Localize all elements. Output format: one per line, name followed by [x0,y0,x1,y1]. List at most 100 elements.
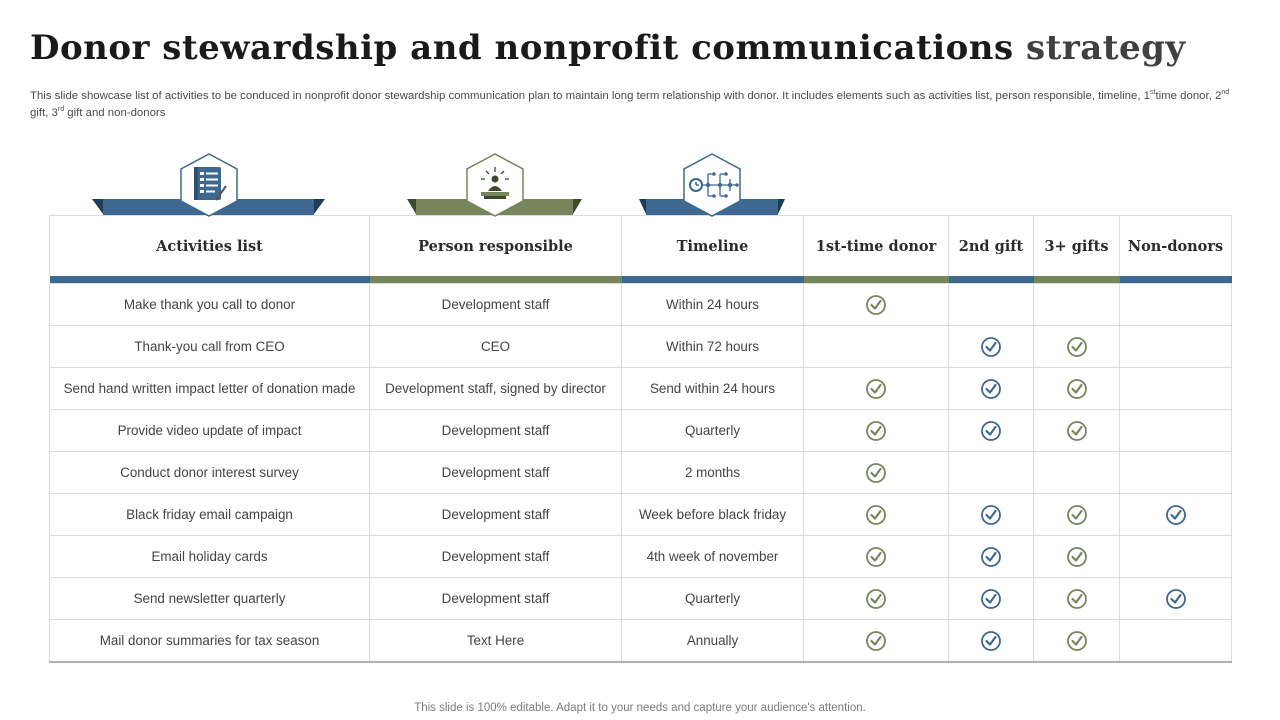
check-icon [1066,588,1088,609]
three-plus-cell [1033,283,1120,326]
timeline-cell: Quarterly [621,409,804,452]
second-gift-cell [948,367,1034,410]
subtitle-part-3: gift, 3 [30,106,58,119]
person-cell: Development staff, signed by director [369,367,622,410]
timeline-cell: Within 72 hours [621,325,804,368]
subtitle-sup-3: rd [57,105,65,113]
check-icon [865,462,887,483]
non-donors-cell [1119,367,1232,410]
footer-note: This slide is 100% editable. Adapt it to… [414,702,866,714]
first-time-cell [803,493,949,536]
timeline-cell: Week before black friday [621,493,804,536]
check-icon [865,420,887,441]
subtitle-sup-1: st [1150,89,1156,96]
activity-cell: Make thank you call to donor [49,283,370,326]
check-icon [865,546,887,567]
col-timeline: Timeline [621,215,804,276]
check-icon [980,588,1002,609]
check-icon [1066,378,1088,399]
person-cell: Development staff [369,451,622,494]
first-time-cell [803,325,949,368]
check-icon [1165,504,1187,525]
second-gift-cell [948,493,1034,536]
timeline-icon [681,152,743,218]
check-icon [1066,420,1088,441]
check-icon [980,420,1002,441]
three-plus-cell [1033,493,1120,536]
header-bar-5 [1033,276,1120,284]
person-cell: CEO [369,325,622,368]
first-time-cell [803,283,949,326]
check-icon [865,294,887,315]
first-time-cell [803,577,949,620]
activity-cell: Email holiday cards [49,535,370,578]
person-cell: Text Here [369,619,622,663]
header-bar-0 [49,276,370,284]
timeline-cell: 2 months [621,451,804,494]
check-icon [980,630,1002,651]
activity-cell: Send newsletter quarterly [49,577,370,620]
header-bar-4 [948,276,1034,284]
non-donors-cell [1119,451,1232,494]
activity-cell: Black friday email campaign [49,493,370,536]
three-plus-cell [1033,451,1120,494]
subtitle-sup-2: nd [1221,89,1230,96]
three-plus-cell [1033,619,1120,663]
activity-cell: Send hand written impact letter of donat… [49,367,370,410]
col-non-donors: Non-donors [1119,215,1232,276]
non-donors-cell [1119,283,1232,326]
table-row: Make thank you call to donor Development … [49,283,1232,326]
table-row: Conduct donor interest survey Development… [49,451,1232,494]
check-icon [1066,630,1088,651]
first-time-cell [803,367,949,410]
person-cell: Development staff [369,283,622,326]
check-icon [1165,588,1187,609]
activity-cell: Conduct donor interest survey [49,451,370,494]
timeline-cell: Send within 24 hours [621,367,804,410]
non-donors-cell [1119,409,1232,452]
timeline-cell: Quarterly [621,577,804,620]
check-icon [1066,336,1088,357]
timeline-cell: Within 24 hours [621,283,804,326]
second-gift-cell [948,619,1034,663]
second-gift-cell [948,283,1034,326]
second-gift-cell [948,409,1034,452]
non-donors-cell [1119,493,1232,536]
non-donors-cell [1119,577,1232,620]
table-row: Email holiday cards Development staff 4th … [49,535,1232,578]
subtitle-part-4: gift and non-donors [64,106,166,119]
header-color-bars [49,276,1232,284]
first-time-cell [803,409,949,452]
header-bar-6 [1119,276,1232,284]
page-subtitle: This slide showcase list of activities t… [30,86,1250,120]
activity-cell: Thank-you call from CEO [49,325,370,368]
non-donors-cell [1119,619,1232,663]
three-plus-cell [1033,367,1120,410]
col-second-gift: 2nd gift [948,215,1034,276]
subtitle-part-1: This slide showcase list of activities t… [30,89,1151,102]
three-plus-cell [1033,409,1120,452]
header-bar-1 [369,276,622,284]
first-time-cell [803,619,949,663]
table-row: Thank-you call from CEO CEO Within 72 hour… [49,325,1232,368]
speaker-icon [464,152,526,218]
page-title: Donor stewardship and nonprofit communic… [30,28,1186,68]
title-main: Donor stewardship and nonprofit communic… [30,28,1027,68]
check-icon [865,504,887,525]
check-icon [980,504,1002,525]
col-activities: Activities list [49,215,370,276]
header-bar-2 [621,276,804,284]
check-icon [865,378,887,399]
check-icon [980,336,1002,357]
table-row: Send newsletter quarterly Development sta… [49,577,1232,620]
timeline-cell: 4th week of november [621,535,804,578]
check-icon [1066,504,1088,525]
non-donors-cell [1119,535,1232,578]
second-gift-cell [948,451,1034,494]
title-highlight: strategy [1026,28,1186,68]
check-icon [980,378,1002,399]
second-gift-cell [948,577,1034,620]
three-plus-cell [1033,577,1120,620]
second-gift-cell [948,535,1034,578]
subtitle-part-2: time donor, 2 [1155,89,1222,102]
